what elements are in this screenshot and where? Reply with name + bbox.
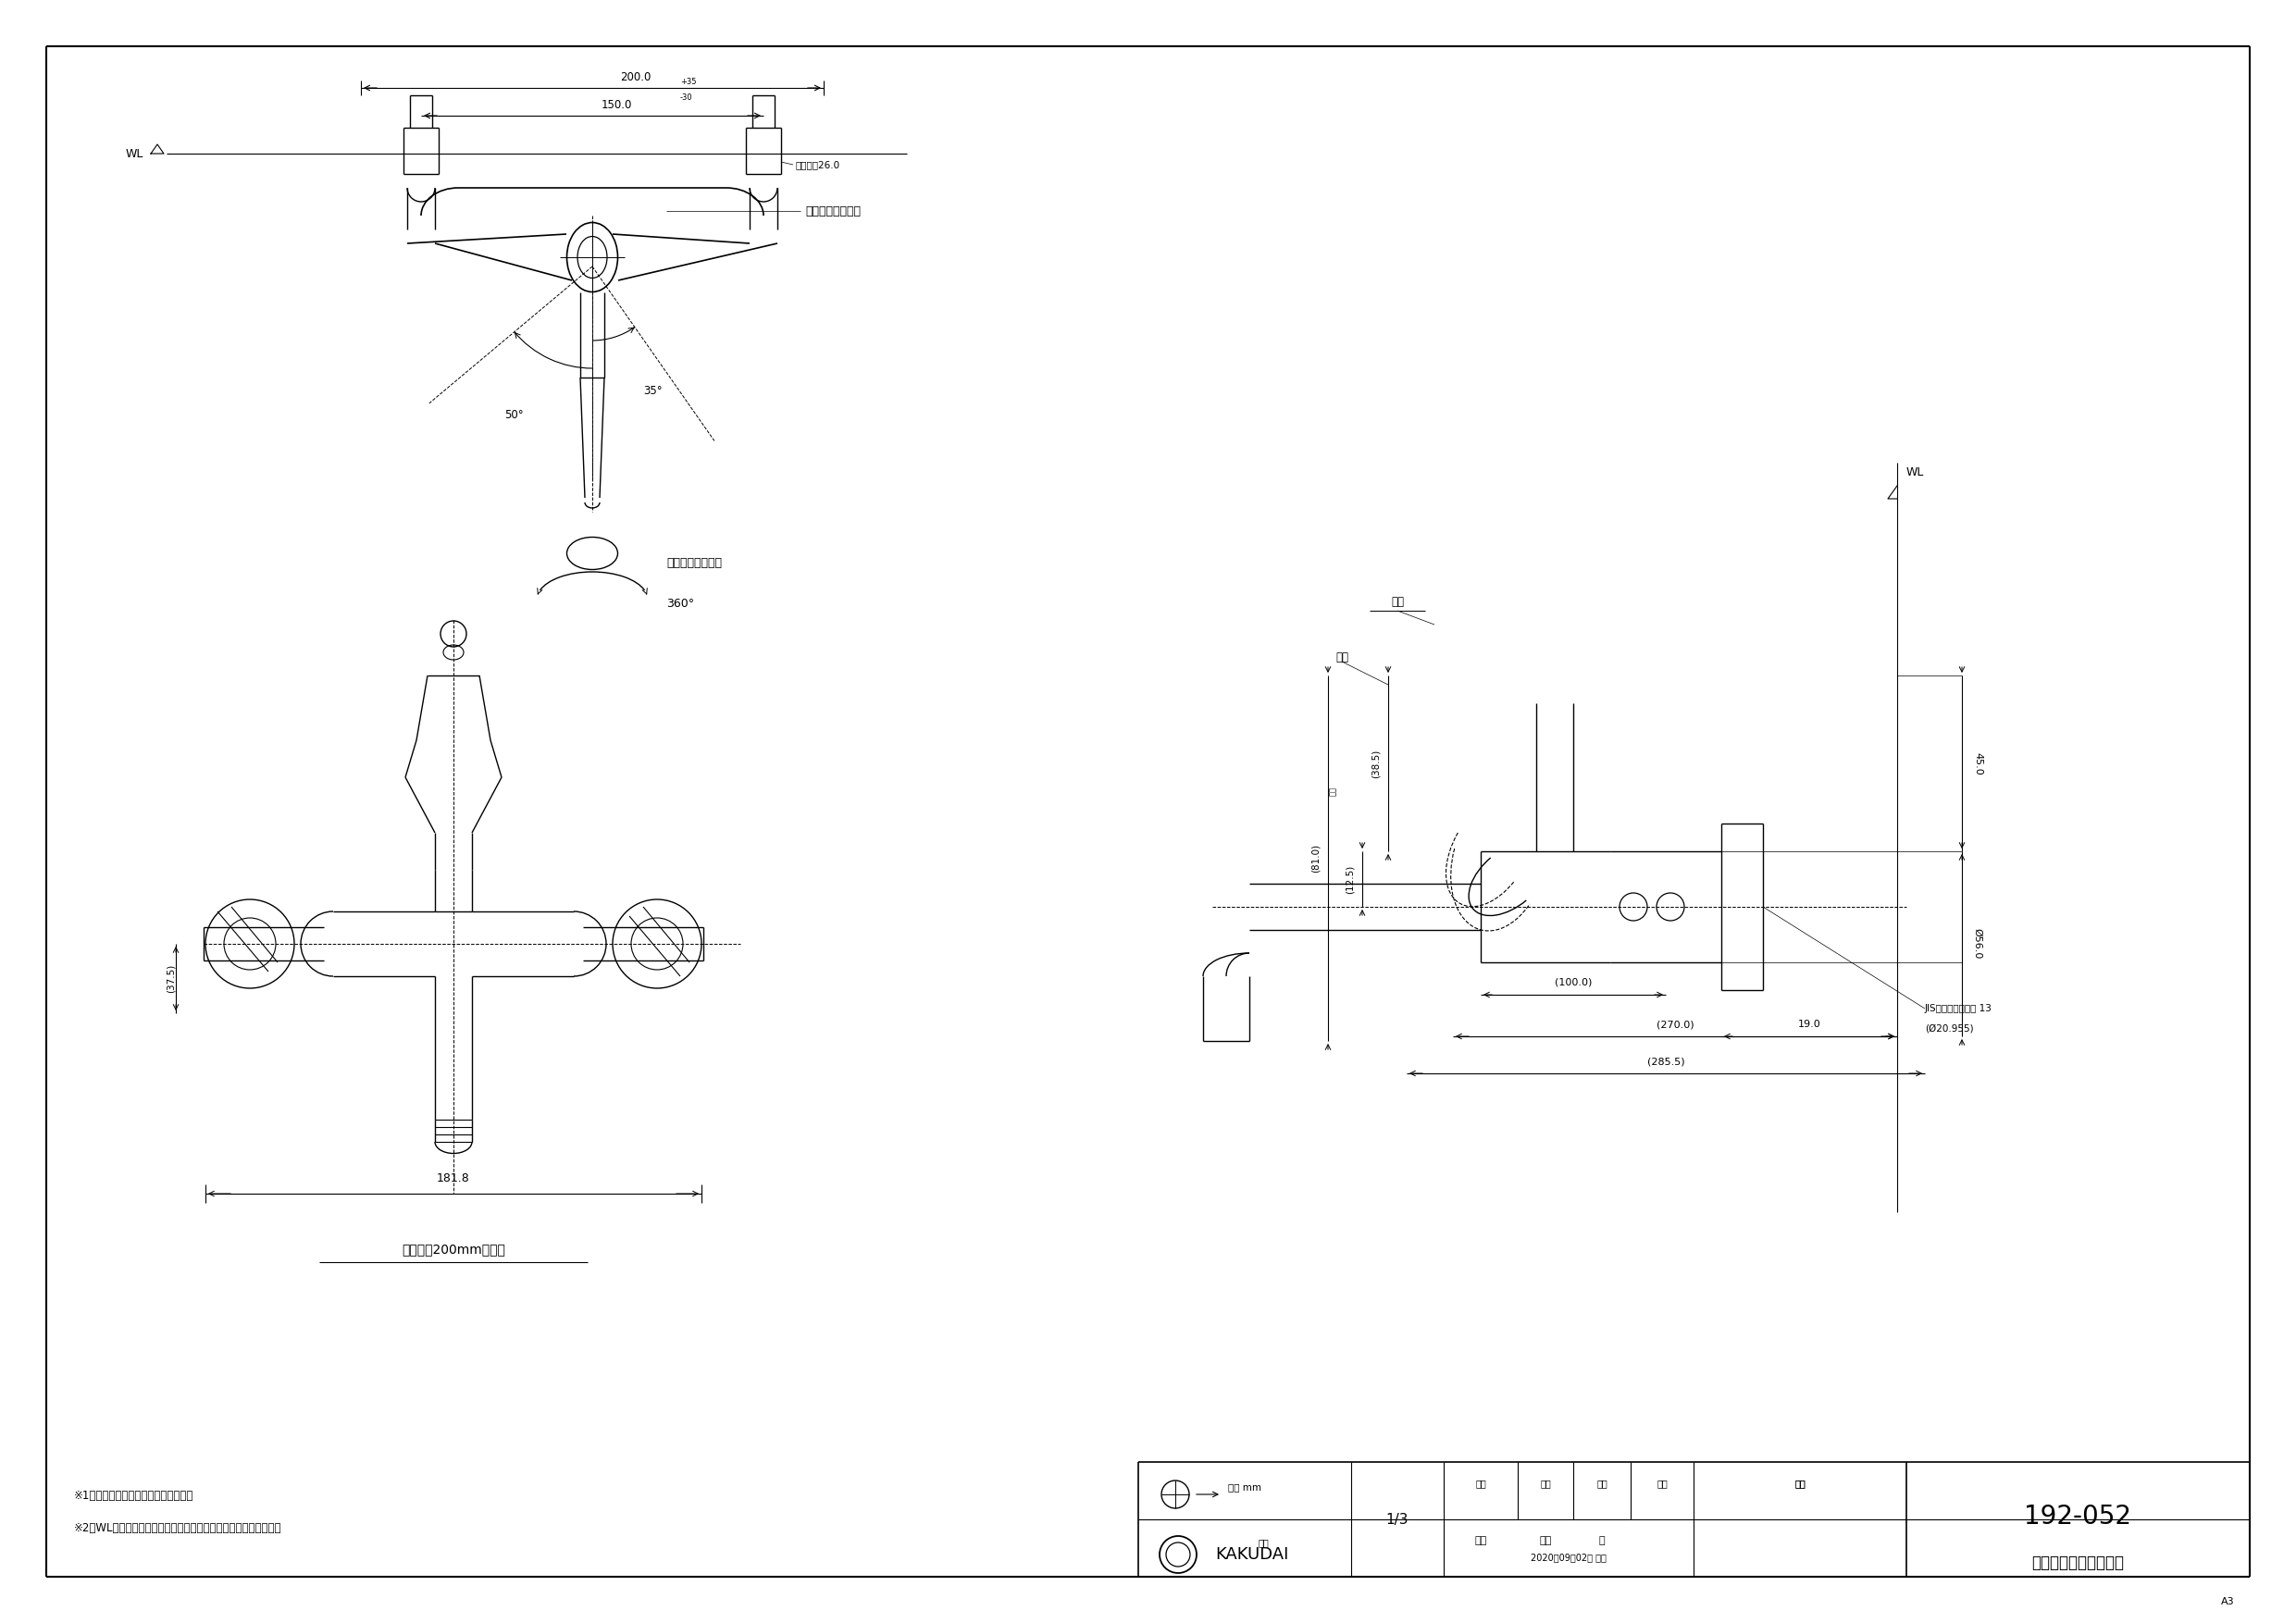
Text: 給水: 給水 xyxy=(1391,596,1403,607)
Text: WL: WL xyxy=(1906,466,1924,477)
Text: (Ø20.955): (Ø20.955) xyxy=(1924,1024,1975,1034)
Text: -30: -30 xyxy=(680,94,693,102)
Text: 取付芯々200mmの場合: 取付芯々200mmの場合 xyxy=(402,1243,505,1256)
Text: 192-052: 192-052 xyxy=(2023,1503,2131,1529)
Text: (37.5): (37.5) xyxy=(168,964,177,993)
Text: JIS給水栓取付ねじ 13: JIS給水栓取付ねじ 13 xyxy=(1924,1005,1993,1013)
Text: 全高: 全高 xyxy=(1329,787,1336,795)
Text: 単位 mm: 単位 mm xyxy=(1228,1482,1261,1492)
Text: A3: A3 xyxy=(2223,1597,2234,1607)
Text: 品名: 品名 xyxy=(1795,1479,1805,1488)
Text: ※1　（　）内寸法は参考寸法である。: ※1 （ ）内寸法は参考寸法である。 xyxy=(73,1490,193,1501)
Text: Ø56.0: Ø56.0 xyxy=(1972,928,1981,959)
Text: ハンドル回転角度: ハンドル回転角度 xyxy=(806,204,861,217)
Text: 尺度: 尺度 xyxy=(1258,1539,1270,1547)
Text: (100.0): (100.0) xyxy=(1554,979,1591,987)
Text: 六角対辺26.0: 六角対辺26.0 xyxy=(794,161,840,169)
Text: 品番: 品番 xyxy=(1795,1479,1805,1488)
Text: スパウト回転角度: スパウト回転角度 xyxy=(666,557,721,568)
Text: 45.0: 45.0 xyxy=(1972,751,1981,774)
Text: 検図: 検図 xyxy=(1541,1479,1550,1488)
Text: シングルレバー混合栓: シングルレバー混合栓 xyxy=(2032,1555,2124,1571)
Text: KAKUDAI: KAKUDAI xyxy=(1215,1547,1288,1563)
Text: 祝: 祝 xyxy=(1598,1535,1605,1545)
Text: 山田: 山田 xyxy=(1538,1535,1552,1545)
Text: (270.0): (270.0) xyxy=(1655,1019,1694,1029)
Text: (38.5): (38.5) xyxy=(1371,748,1380,777)
Text: 19.0: 19.0 xyxy=(1798,1019,1821,1029)
Text: (12.5): (12.5) xyxy=(1345,865,1355,894)
Text: WL: WL xyxy=(126,148,142,159)
Text: ※2　WLからの水栓寸法はクランクのねじ込み幅により変化する。: ※2 WLからの水栓寸法はクランクのねじ込み幅により変化する。 xyxy=(73,1522,282,1534)
Text: 承認: 承認 xyxy=(1596,1479,1607,1488)
Text: 50°: 50° xyxy=(505,409,523,420)
Text: 200.0: 200.0 xyxy=(620,71,652,83)
Text: 製図: 製図 xyxy=(1476,1479,1486,1488)
Text: 360°: 360° xyxy=(666,599,693,610)
Text: 150.0: 150.0 xyxy=(602,99,631,110)
Text: 181.8: 181.8 xyxy=(436,1172,471,1185)
Text: 35°: 35° xyxy=(643,385,661,398)
Text: (81.0): (81.0) xyxy=(1311,844,1320,872)
Text: 1/3: 1/3 xyxy=(1387,1513,1410,1526)
Text: +35: +35 xyxy=(680,78,696,86)
Polygon shape xyxy=(152,144,163,154)
Text: 止水: 止水 xyxy=(1336,651,1348,662)
Text: (285.5): (285.5) xyxy=(1646,1057,1685,1066)
Text: 黒崎: 黒崎 xyxy=(1474,1535,1488,1545)
Text: 2020年09月02日 作成: 2020年09月02日 作成 xyxy=(1531,1553,1607,1561)
Text: 承認: 承認 xyxy=(1658,1479,1667,1488)
